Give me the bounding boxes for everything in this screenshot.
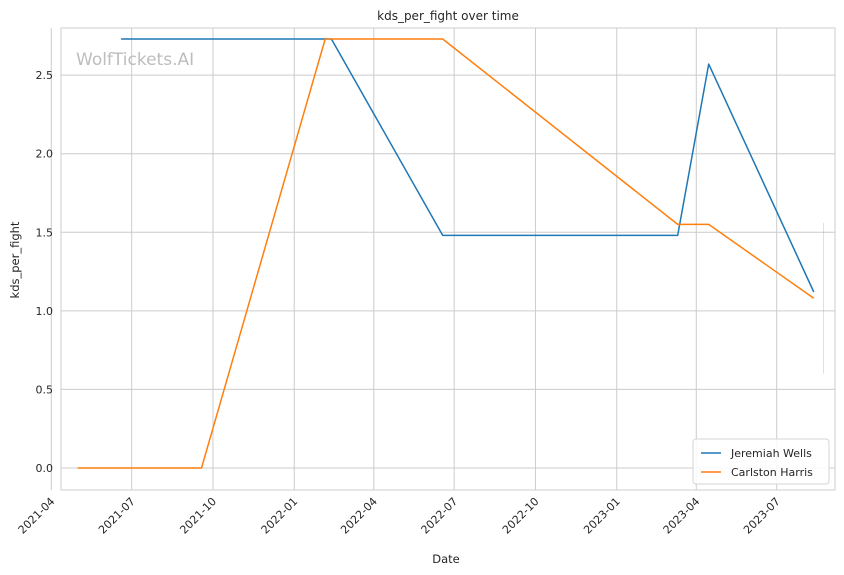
chart-title: kds_per_fight over time (377, 9, 519, 23)
y-tick-label: 1.5 (36, 226, 54, 239)
legend-box (692, 438, 830, 485)
y-tick-label: 2.5 (36, 69, 54, 82)
legend-label: Jeremiah Wells (730, 447, 812, 460)
plot-frame (60, 27, 836, 491)
y-axis-ticks: 0.0 0.5 1.0 1.5 2.0 2.5 (36, 69, 54, 475)
y-tick-label: 0.5 (36, 383, 54, 396)
watermark: WolfTickets.AI (76, 50, 194, 70)
legend-label: Carlston Harris (731, 466, 813, 479)
y-tick-label: 2.0 (36, 148, 54, 161)
series-line-1 (77, 38, 815, 469)
series-layer (77, 38, 825, 469)
series-line-0 (121, 38, 815, 293)
y-axis-label: kds_per_fight (8, 221, 22, 298)
y-tick-label: 1.0 (36, 305, 54, 318)
x-axis-label: Date (432, 552, 460, 566)
y-tick-label: 0.0 (36, 462, 54, 475)
legend: Jeremiah Wells Carlston Harris (692, 438, 830, 485)
